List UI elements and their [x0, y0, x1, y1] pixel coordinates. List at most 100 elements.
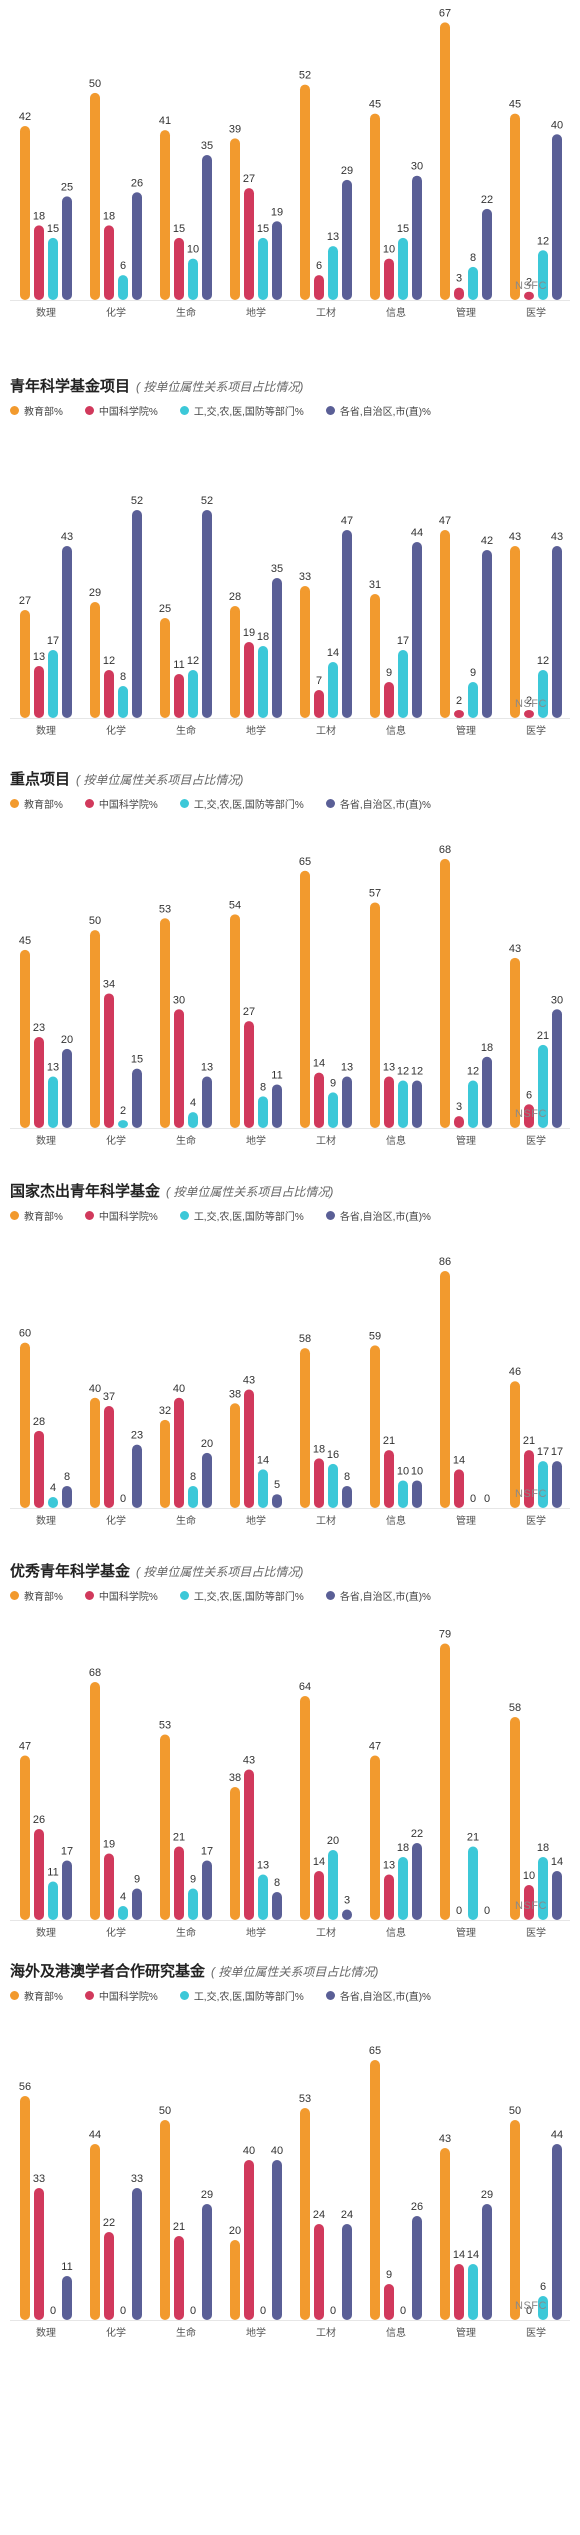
data-label: 6	[540, 2281, 546, 2293]
data-label: 17	[61, 1846, 73, 1858]
legend-label: 中国科学院%	[98, 407, 158, 418]
data-label: 13	[383, 1062, 395, 1074]
legend-swatch	[84, 1991, 94, 2000]
x-tick-label: 生命	[176, 724, 196, 737]
data-label: 2	[526, 277, 532, 289]
bar	[104, 225, 114, 300]
bar	[328, 246, 338, 300]
nsfc-watermark: NSFC	[515, 698, 547, 710]
legend-label: 中国科学院%	[98, 1212, 158, 1223]
data-label: 18	[537, 1842, 549, 1854]
bar	[62, 2276, 72, 2320]
data-label: 43	[61, 531, 73, 543]
bar	[48, 1881, 58, 1920]
bar	[118, 1120, 128, 1128]
data-label: 26	[131, 177, 143, 189]
bar	[90, 2144, 100, 2320]
legend-swatch	[325, 799, 335, 808]
data-label: 12	[103, 655, 115, 667]
legend-label: 各省,自治区,市(直)%	[339, 1592, 431, 1603]
data-label: 18	[103, 210, 115, 222]
data-label: 12	[537, 655, 549, 667]
x-tick-label: 工材	[316, 1134, 336, 1147]
bar	[20, 126, 30, 300]
legend-label: 中国科学院%	[98, 1992, 158, 2003]
data-label: 21	[173, 2221, 185, 2233]
bar	[482, 1056, 492, 1128]
data-label: 23	[131, 1430, 143, 1442]
x-tick-label: 地学	[246, 724, 266, 737]
legend-item: 各省,自治区,市(直)%	[325, 1588, 431, 1603]
x-tick-label: 工材	[316, 2326, 336, 2339]
data-label: 50	[89, 915, 101, 927]
bar	[174, 2236, 184, 2320]
bar	[34, 1829, 44, 1920]
data-label: 14	[453, 2249, 465, 2261]
bar	[160, 1419, 170, 1508]
bar	[552, 2144, 562, 2320]
data-label: 21	[537, 1030, 549, 1042]
bar	[538, 1857, 548, 1920]
data-label: 44	[411, 527, 423, 539]
data-label: 22	[411, 1828, 423, 1840]
data-label: 38	[229, 1388, 241, 1400]
bar	[160, 130, 170, 300]
bar	[272, 2160, 282, 2320]
legend-item: 各省,自治区,市(直)%	[325, 403, 431, 418]
bar	[384, 1450, 394, 1508]
data-label: 10	[411, 1465, 423, 1477]
data-label: 45	[369, 99, 381, 111]
data-label: 18	[313, 1443, 325, 1455]
bar	[244, 188, 254, 300]
bar	[538, 1461, 548, 1508]
bar	[230, 2240, 240, 2320]
x-tick-label: 管理	[456, 2326, 476, 2339]
nsfc-watermark: NSFC	[515, 2300, 547, 2312]
bar	[160, 918, 170, 1128]
data-label: 25	[159, 603, 171, 615]
bar	[258, 237, 268, 300]
data-label: 3	[456, 1101, 462, 1113]
x-tick-label: 管理	[456, 1514, 476, 1527]
bar	[244, 1769, 254, 1920]
x-tick-label: 管理	[456, 1926, 476, 1939]
data-label: 52	[131, 495, 143, 507]
chart-subtitle: ( 按单位属性关系项目占比情况)	[166, 1185, 334, 1199]
chart-subtitle: ( 按单位属性关系项目占比情况)	[211, 1965, 379, 1979]
data-label: 15	[257, 223, 269, 235]
data-label: 8	[344, 1471, 350, 1483]
bar	[510, 957, 520, 1128]
bar	[300, 586, 310, 718]
data-label: 30	[551, 994, 563, 1006]
bar	[174, 1397, 184, 1508]
x-tick-label: 信息	[386, 1134, 406, 1147]
bar	[412, 1480, 422, 1508]
legend-swatch	[10, 1211, 19, 1220]
x-tick-label: 化学	[106, 1514, 126, 1527]
data-label: 5	[274, 1479, 280, 1491]
data-label: 56	[19, 2081, 31, 2093]
data-label: 43	[509, 531, 521, 543]
legend-label: 中国科学院%	[98, 800, 158, 811]
data-label: 43	[243, 1755, 255, 1767]
data-label: 0	[260, 2305, 266, 2317]
data-label: 25	[61, 181, 73, 193]
bar	[62, 1860, 72, 1920]
bar	[90, 1397, 100, 1508]
data-label: 35	[271, 563, 283, 575]
bar	[440, 1643, 450, 1920]
data-label: 44	[89, 2129, 101, 2141]
data-label: 17	[537, 1446, 549, 1458]
data-label: 65	[299, 856, 311, 868]
bar	[300, 84, 310, 300]
bar	[440, 22, 450, 301]
x-tick-label: 数理	[36, 724, 56, 737]
bar	[258, 1469, 268, 1508]
bar	[132, 510, 142, 718]
x-tick-label: 信息	[386, 724, 406, 737]
bar	[370, 594, 380, 718]
bar	[202, 1076, 212, 1128]
data-label: 6	[526, 1089, 532, 1101]
nsfc-watermark: NSFC	[515, 1488, 547, 1500]
data-label: 10	[383, 244, 395, 256]
